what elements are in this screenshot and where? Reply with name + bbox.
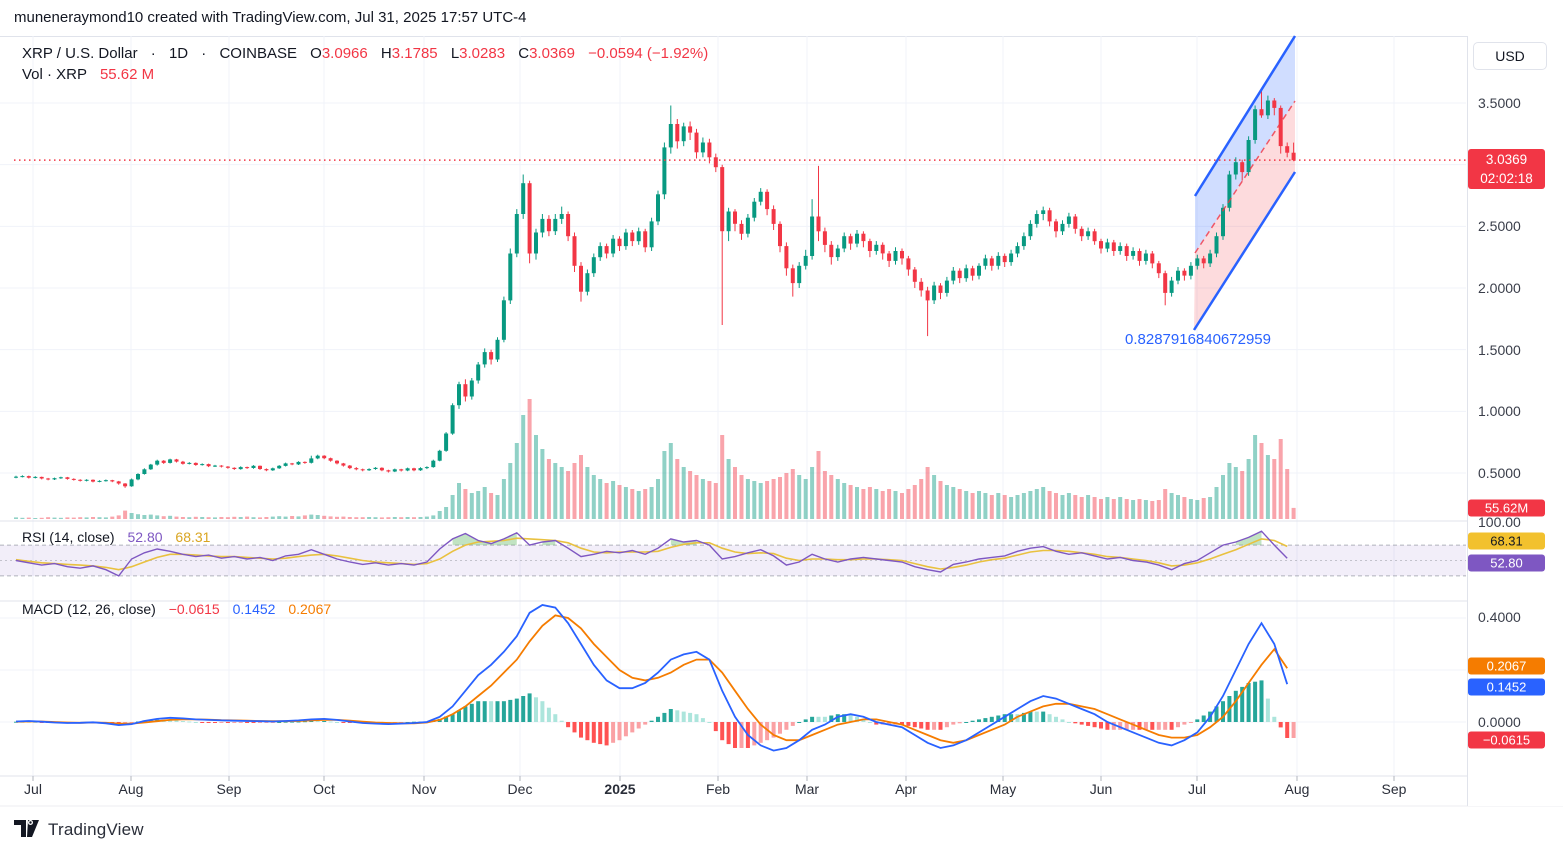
ohlc-open: 3.0966 [321, 45, 368, 62]
ohlc-high: 3.1785 [391, 45, 438, 62]
rsi-value: 52.80 [127, 529, 163, 545]
ohlc-high-label: H [380, 45, 392, 62]
rsi-axis-badge: 52.80 [1468, 554, 1545, 572]
snapshot-title: muneneraymond10 created with TradingView… [14, 9, 527, 26]
ohlc-low: 3.0283 [459, 45, 506, 62]
time-axis-label: Jul [24, 781, 42, 797]
symbol-name: XRP / U.S. Dollar [22, 45, 138, 62]
rsi-title: RSI (14, close) [22, 529, 115, 545]
volume-legend: Vol · XRP 55.62 M [22, 66, 154, 83]
time-axis-label: Sep [1381, 781, 1407, 797]
time-axis-label: Dec [507, 781, 533, 797]
rsi-legend: RSI (14, close) 52.80 68.31 [22, 529, 210, 545]
time-axis-label: Feb [705, 781, 731, 797]
price-tick-label: 1.0000 [1478, 403, 1521, 419]
last-price: 3.0369 [1485, 152, 1528, 167]
macd-tick-label: 0.0000 [1478, 714, 1521, 730]
time-axis-label: 2025 [604, 781, 636, 797]
macd-tick-label: 0.4000 [1478, 609, 1521, 625]
time-axis-label: Aug [118, 781, 144, 797]
time-axis-label: Aug [1284, 781, 1310, 797]
price-tick-label: 3.5000 [1478, 95, 1521, 111]
time-axis-label: Apr [895, 781, 917, 797]
snapshot-header: muneneraymond10 created with TradingView… [0, 0, 1563, 37]
macd-title: MACD (12, 26, close) [22, 601, 156, 617]
macd-line-value: 0.1452 [232, 601, 276, 617]
macd-axis-badge: −0.0615 [1468, 731, 1545, 749]
time-axis-label: Sep [216, 781, 242, 797]
volume-label: Vol · XRP [22, 66, 87, 83]
volume-axis-badge: 55.62M [1468, 499, 1545, 517]
price-tick-label: 2.0000 [1478, 280, 1521, 296]
time-axis-label: Mar [794, 781, 820, 797]
ohlc-close: 3.0369 [529, 45, 575, 62]
tradingview-logo-icon [14, 820, 39, 837]
volume-value: 55.62 M [99, 66, 155, 83]
macd-axis-badge: 0.2067 [1468, 657, 1545, 675]
rsi-axis-badge: 68.31 [1468, 532, 1545, 550]
bar-countdown: 02:02:18 [1480, 171, 1533, 186]
price-tick-label: 1.5000 [1478, 342, 1521, 358]
ohlc-open-label: O [310, 45, 322, 62]
interval-label: 1D [168, 45, 189, 62]
rsi-ma-value: 68.31 [175, 529, 211, 545]
time-axis-label: Jun [1089, 781, 1113, 797]
tradingview-brand-text: TradingView [48, 820, 144, 839]
last-price-badge: 3.0369 02:02:18 [1468, 149, 1545, 189]
time-axis-label: May [989, 781, 1017, 797]
macd-legend: MACD (12, 26, close) −0.0615 0.1452 0.20… [22, 601, 331, 617]
ohlc-low-label: L [450, 45, 460, 62]
macd-signal-value: 0.2067 [288, 601, 332, 617]
macd-hist-value: −0.0615 [168, 601, 220, 617]
channel-value-label: 0.8287916840672959 [1125, 331, 1271, 348]
time-axis-label: Nov [411, 781, 437, 797]
change-value: −0.0594 (−1.92%) [588, 45, 709, 62]
price-tick-label: 0.5000 [1478, 465, 1521, 481]
rsi-tick-label: 100.00 [1478, 514, 1521, 530]
price-tick-label: 2.5000 [1478, 218, 1521, 234]
time-axis-label: Jul [1188, 781, 1206, 797]
ohlc-close-label: C [518, 45, 530, 62]
time-axis-label: Oct [313, 781, 335, 797]
exchange-label: COINBASE [219, 45, 297, 62]
macd-axis-badge: 0.1452 [1468, 678, 1545, 696]
currency-toggle-button[interactable]: USD [1473, 42, 1547, 70]
symbol-legend: XRP / U.S. Dollar · 1D · COINBASE O3.096… [22, 45, 709, 62]
tradingview-footer[interactable]: TradingView [14, 817, 144, 843]
